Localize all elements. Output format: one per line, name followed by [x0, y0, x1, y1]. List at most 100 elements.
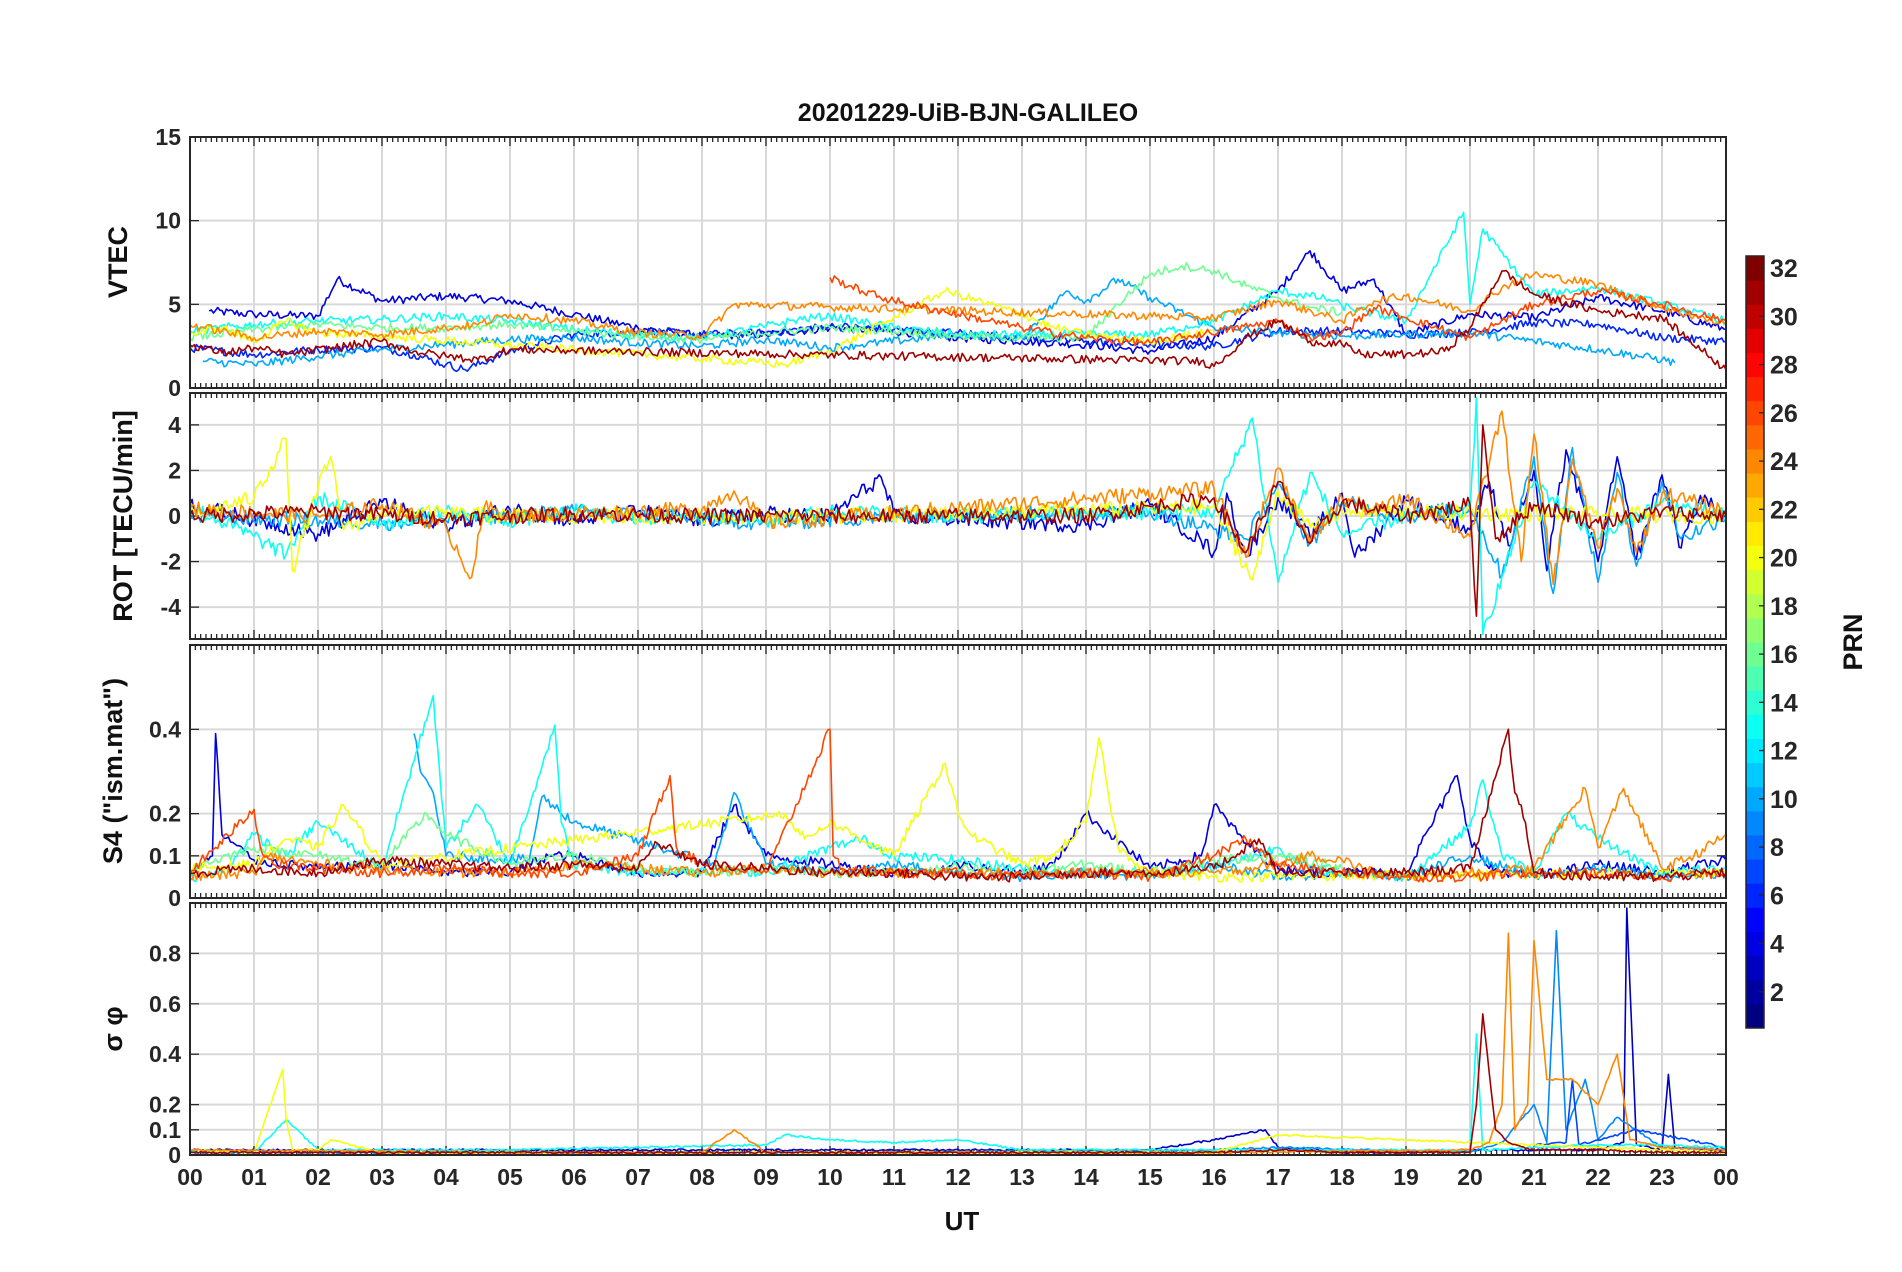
y-axis-label: S4 ("ism.mat") — [98, 678, 128, 864]
series-line-prn-4 — [190, 732, 1726, 880]
series-line-prn-13 — [190, 211, 1726, 342]
x-tick-label: 10 — [817, 1164, 843, 1190]
colorbar-segment-2 — [1746, 979, 1764, 1005]
y-tick-label: 10 — [155, 208, 181, 234]
x-tick-label: 20 — [1457, 1164, 1483, 1190]
colorbar-segment-6 — [1746, 883, 1764, 908]
colorbar-segment-24 — [1746, 449, 1764, 474]
x-tick-label: 19 — [1393, 1164, 1419, 1190]
x-tick-label: 07 — [625, 1164, 651, 1190]
colorbar-segment-19 — [1746, 569, 1764, 595]
series-line-prn-13 — [190, 694, 1726, 883]
y-tick-label: 0.8 — [149, 940, 181, 966]
y-tick-label: -4 — [161, 594, 182, 620]
y-tick-label: 2 — [168, 457, 181, 483]
colorbar-segment-23 — [1746, 473, 1764, 498]
y-tick-label: 0 — [168, 503, 181, 529]
colorbar-frame — [1745, 255, 1765, 1029]
series-line-prn-24 — [190, 271, 1726, 342]
x-tick-label: 03 — [369, 1164, 395, 1190]
y-axis-label: ROT [TECU/min] — [108, 410, 138, 621]
colorbar-segment-17 — [1746, 617, 1764, 643]
y-tick-label: 0.2 — [149, 801, 181, 827]
x-tick-label: 21 — [1521, 1164, 1547, 1190]
x-tick-label: 13 — [1009, 1164, 1035, 1190]
x-tick-label: 11 — [882, 1164, 907, 1190]
colorbar-segment-25 — [1746, 424, 1764, 450]
series-line-prn-31 — [190, 424, 1726, 618]
x-tick-label: 14 — [1073, 1164, 1099, 1190]
chart-title: 20201229-UiB-BJN-GALILEO — [798, 99, 1138, 127]
colorbar-segment-5 — [1746, 907, 1764, 932]
colorbar-tick-label: 20 — [1770, 545, 1798, 573]
colorbar-tick-label: 12 — [1770, 738, 1798, 766]
x-tick-label: 23 — [1649, 1164, 1675, 1190]
colorbar-segment-31 — [1746, 280, 1764, 305]
y-tick-label: 0.1 — [149, 1117, 181, 1143]
series-group — [190, 211, 1726, 373]
colorbar-tick-label: 24 — [1770, 448, 1798, 476]
y-tick-label: 0 — [168, 1142, 181, 1168]
x-tick-label: 00 — [1713, 1164, 1739, 1190]
x-tick-label: 01 — [241, 1164, 267, 1190]
colorbar-segment-29 — [1746, 328, 1764, 353]
colorbar-segment-13 — [1746, 714, 1764, 739]
y-tick-label: 0.4 — [149, 1041, 181, 1067]
series-line-prn-24 — [190, 410, 1726, 586]
colorbar-tick-label: 18 — [1770, 593, 1798, 621]
colorbar-segment-26 — [1746, 400, 1764, 426]
colorbar-segment-8 — [1746, 835, 1764, 860]
colorbar-tick-label: 22 — [1770, 496, 1798, 524]
colorbar-tick-label: 6 — [1770, 882, 1784, 910]
x-tick-label: 08 — [689, 1164, 715, 1190]
colorbar-segment-27 — [1746, 376, 1764, 402]
colorbar-tick-label: 8 — [1770, 834, 1784, 862]
colorbar-segment-9 — [1746, 810, 1764, 836]
x-tick-label: 06 — [561, 1164, 587, 1190]
colorbar-tick-label: 16 — [1770, 641, 1798, 669]
x-tick-label: 04 — [433, 1164, 459, 1190]
colorbar-segment-12 — [1746, 738, 1764, 764]
y-axis-label: σ φ — [98, 1006, 128, 1051]
colorbar-tick-label: 14 — [1770, 689, 1798, 717]
colorbar-segment-18 — [1746, 593, 1764, 619]
x-tick-label: 16 — [1201, 1164, 1227, 1190]
colorbar-segment-28 — [1746, 352, 1764, 378]
colorbar-tick-label: 4 — [1770, 931, 1784, 959]
colorbar-tick-label: 32 — [1770, 255, 1798, 283]
colorbar-segment-32 — [1746, 256, 1764, 281]
panel-frame — [189, 902, 1727, 1156]
colorbar-tick-label: 30 — [1770, 303, 1798, 331]
y-tick-label: 0 — [168, 375, 181, 401]
series-line-prn-31 — [190, 728, 1726, 883]
series-group — [190, 694, 1726, 883]
x-tick-label: 18 — [1329, 1164, 1355, 1190]
colorbar-tick-label: 10 — [1770, 786, 1798, 814]
colorbar-segment-14 — [1746, 690, 1764, 715]
panel-vtec: 0 5 10 15 VTEC — [103, 124, 1727, 401]
x-tick-label: 02 — [305, 1164, 331, 1190]
series-group — [190, 907, 1726, 1155]
colorbar-segment-10 — [1746, 786, 1764, 812]
x-tick-label: 09 — [753, 1164, 779, 1190]
y-tick-label: 5 — [168, 291, 181, 317]
colorbar-segment-21 — [1746, 521, 1764, 546]
colorbar-segment-7 — [1746, 859, 1764, 884]
colorbar-label: PRN — [1838, 613, 1868, 670]
y-tick-label: -2 — [161, 549, 181, 575]
series-group — [190, 396, 1726, 636]
panel-frame — [189, 392, 1727, 640]
panel-rot: -4 -2 0 2 4 ROT [TECU/min] — [108, 392, 1727, 640]
colorbar-segment-20 — [1746, 545, 1764, 571]
y-tick-label: 15 — [155, 124, 181, 150]
colorbar-tick-label: 28 — [1770, 352, 1798, 380]
x-tick-label: 17 — [1265, 1164, 1291, 1190]
colorbar-tick-label: 2 — [1770, 979, 1784, 1007]
panel-frame — [189, 644, 1727, 899]
panel-sigma_phi: 00.10.2 0.4 0.6 0.8 σ φ — [98, 902, 1727, 1168]
colorbar-segment-22 — [1746, 497, 1764, 522]
panel-frame — [189, 136, 1727, 389]
